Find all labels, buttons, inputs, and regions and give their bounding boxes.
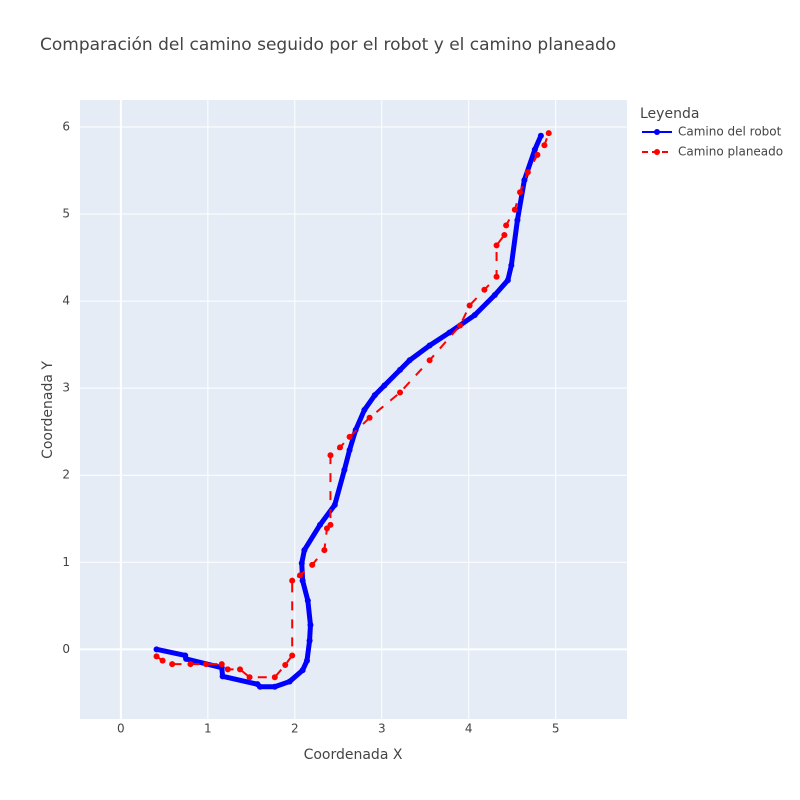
marker bbox=[541, 142, 548, 149]
marker bbox=[309, 561, 316, 568]
marker bbox=[524, 169, 531, 176]
marker bbox=[298, 560, 305, 567]
x-tick-label: 4 bbox=[465, 722, 473, 736]
y-tick-label: 5 bbox=[62, 207, 70, 221]
marker bbox=[466, 302, 473, 309]
legend-marker bbox=[654, 129, 660, 135]
marker bbox=[366, 414, 373, 421]
y-tick-label: 3 bbox=[62, 381, 70, 395]
marker bbox=[169, 661, 176, 668]
marker bbox=[341, 467, 348, 474]
marker bbox=[187, 661, 194, 668]
marker bbox=[457, 322, 464, 329]
marker bbox=[282, 662, 289, 669]
marker bbox=[514, 217, 521, 224]
marker bbox=[471, 312, 478, 319]
x-tick-label: 1 bbox=[204, 722, 212, 736]
marker bbox=[297, 572, 304, 579]
marker bbox=[446, 329, 453, 336]
marker bbox=[306, 637, 313, 644]
y-tick-label: 4 bbox=[62, 294, 70, 308]
marker bbox=[224, 666, 231, 673]
marker bbox=[153, 646, 160, 653]
marker bbox=[301, 547, 308, 554]
marker bbox=[521, 177, 528, 184]
marker bbox=[537, 132, 544, 139]
legend-marker bbox=[654, 149, 660, 155]
plot-area bbox=[80, 100, 627, 719]
marker bbox=[511, 206, 518, 213]
marker bbox=[508, 262, 515, 269]
marker bbox=[503, 222, 510, 229]
marker bbox=[397, 366, 404, 373]
marker bbox=[219, 673, 226, 680]
marker bbox=[346, 433, 353, 440]
marker bbox=[504, 277, 511, 284]
marker bbox=[397, 389, 404, 396]
y-tick-label: 6 bbox=[62, 119, 70, 133]
marker bbox=[531, 146, 538, 153]
marker bbox=[183, 655, 190, 662]
y-tick-label: 1 bbox=[62, 555, 70, 569]
marker bbox=[481, 286, 488, 293]
marker bbox=[493, 242, 500, 249]
marker bbox=[218, 661, 225, 668]
marker bbox=[517, 189, 524, 196]
marker bbox=[321, 547, 328, 554]
marker bbox=[303, 657, 310, 664]
marker bbox=[361, 406, 368, 413]
marker bbox=[491, 292, 498, 299]
marker bbox=[331, 501, 338, 508]
marker bbox=[153, 653, 160, 660]
marker bbox=[271, 674, 278, 681]
grid bbox=[80, 100, 627, 719]
marker bbox=[317, 521, 324, 528]
y-axis-title: Coordenada Y bbox=[40, 361, 56, 459]
legend-title: Leyenda bbox=[640, 106, 699, 122]
marker bbox=[289, 652, 296, 659]
y-tick-label: 2 bbox=[62, 468, 70, 482]
x-tick-label: 5 bbox=[552, 722, 560, 736]
marker bbox=[289, 577, 296, 584]
marker bbox=[534, 151, 541, 158]
x-tick-label: 0 bbox=[117, 722, 125, 736]
marker bbox=[203, 661, 210, 668]
legend-label: Camino planeado bbox=[678, 145, 783, 159]
marker bbox=[286, 678, 293, 685]
marker bbox=[493, 273, 500, 280]
marker bbox=[327, 452, 334, 459]
marker bbox=[271, 683, 278, 690]
marker bbox=[501, 231, 508, 238]
marker bbox=[381, 382, 388, 389]
marker bbox=[299, 577, 306, 584]
marker bbox=[406, 357, 413, 364]
legend-label: Camino del robot bbox=[678, 125, 782, 139]
marker bbox=[159, 657, 166, 664]
marker bbox=[327, 521, 334, 528]
marker bbox=[237, 666, 244, 673]
y-tick-label: 0 bbox=[62, 642, 70, 656]
marker bbox=[545, 130, 552, 137]
x-axis-title: Coordenada X bbox=[304, 747, 403, 763]
marker bbox=[371, 392, 378, 399]
marker bbox=[426, 342, 433, 349]
marker bbox=[299, 667, 306, 674]
marker bbox=[346, 446, 353, 453]
marker bbox=[307, 621, 314, 628]
marker bbox=[337, 444, 344, 451]
marker bbox=[257, 683, 264, 690]
x-tick-label: 2 bbox=[291, 722, 299, 736]
marker bbox=[304, 597, 311, 604]
x-tick-label: 3 bbox=[378, 722, 386, 736]
marker bbox=[246, 674, 253, 681]
marker bbox=[426, 357, 433, 364]
chart-title: Comparación del camino seguido por el ro… bbox=[40, 35, 616, 55]
